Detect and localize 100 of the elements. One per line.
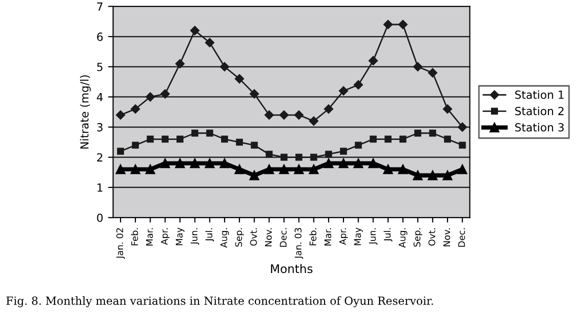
point xyxy=(338,86,348,96)
point xyxy=(264,164,274,174)
x-tick-label: Jun. xyxy=(369,228,378,245)
point xyxy=(234,74,244,84)
point xyxy=(354,142,362,149)
point xyxy=(368,56,378,66)
point xyxy=(429,130,436,137)
x-tick-label: Dec. xyxy=(458,228,465,247)
point xyxy=(175,158,185,168)
point xyxy=(250,142,258,149)
point xyxy=(220,62,230,72)
point xyxy=(428,68,438,78)
point xyxy=(458,164,468,174)
point xyxy=(236,138,243,146)
point xyxy=(116,164,126,174)
point xyxy=(309,116,318,126)
point xyxy=(279,164,289,174)
point xyxy=(145,164,156,174)
point xyxy=(354,80,363,90)
point xyxy=(249,170,260,180)
y-tick-label: 6 xyxy=(97,32,103,41)
x-tick-label: Apr. xyxy=(161,228,170,245)
x-tick-label: Aug. xyxy=(220,228,229,248)
x-tick-label: Jan. 02 xyxy=(116,228,125,259)
point xyxy=(428,170,438,180)
point xyxy=(442,104,452,114)
point xyxy=(308,164,319,174)
point xyxy=(412,170,423,180)
point xyxy=(130,164,140,174)
point xyxy=(324,158,334,168)
x-tick-label: Mar. xyxy=(324,228,332,246)
point xyxy=(190,158,200,168)
point xyxy=(295,154,302,161)
point xyxy=(325,150,332,158)
caption: Fig. 8. Monthly mean variations in Nitrate concentration of Oyun Reservoir. xyxy=(6,296,433,308)
point xyxy=(130,104,140,114)
point xyxy=(250,89,259,99)
x-tick-label: Sep. xyxy=(414,228,422,247)
point xyxy=(353,158,364,168)
x-axis-title: Months xyxy=(271,264,312,274)
point xyxy=(160,158,170,168)
point xyxy=(191,130,198,137)
legend-label: Station 1 xyxy=(515,90,564,99)
point xyxy=(294,110,304,120)
point xyxy=(414,130,422,137)
y-tick-label: 7 xyxy=(97,2,102,11)
point xyxy=(324,104,334,114)
x-tick-label: Sep. xyxy=(235,228,244,247)
point xyxy=(264,110,274,120)
x-tick-label: Jul. xyxy=(205,228,214,242)
point xyxy=(146,136,154,143)
point xyxy=(279,110,289,120)
point xyxy=(146,92,155,102)
x-tick-label: Nov. xyxy=(265,228,272,246)
legend-label: Station 2 xyxy=(515,106,564,116)
x-tick-label: Dec. xyxy=(280,228,287,247)
point xyxy=(442,170,452,180)
point xyxy=(384,136,392,143)
point xyxy=(399,136,406,143)
point xyxy=(266,150,273,158)
y-tick-label: 1 xyxy=(98,184,102,192)
point xyxy=(383,164,393,174)
x-tick-label: Jul. xyxy=(384,228,392,242)
point xyxy=(458,122,467,132)
x-tick-label: May xyxy=(176,228,184,246)
point xyxy=(117,148,124,155)
point xyxy=(280,154,288,161)
point xyxy=(116,110,126,120)
point xyxy=(413,62,422,72)
y-tick-label: 0 xyxy=(97,214,103,222)
point xyxy=(175,59,185,68)
y-tick-label: 4 xyxy=(96,93,103,102)
point xyxy=(338,158,348,168)
point xyxy=(132,142,139,149)
x-tick-label: Aug. xyxy=(398,228,408,248)
point xyxy=(205,38,214,48)
x-tick-label: Feb. xyxy=(131,228,138,246)
point xyxy=(310,154,318,161)
y-tick-label: 3 xyxy=(97,123,102,132)
x-tick-label: Mar. xyxy=(146,228,153,246)
point xyxy=(294,164,304,174)
point xyxy=(444,136,451,143)
y-tick-label: 5 xyxy=(97,62,102,72)
x-tick-label: Ovt. xyxy=(428,228,436,246)
point xyxy=(206,130,214,137)
y-axis-title: Nitrate (mg/l) xyxy=(80,75,91,149)
point xyxy=(234,164,244,174)
point xyxy=(370,136,377,143)
x-tick-label: Nov. xyxy=(443,228,450,246)
x-tick-label: Jan. 03 xyxy=(294,228,304,259)
point xyxy=(221,136,228,143)
point xyxy=(383,20,393,30)
point xyxy=(220,158,230,168)
point xyxy=(190,26,200,36)
point xyxy=(340,148,347,155)
x-tick-label: Feb. xyxy=(309,228,316,246)
point xyxy=(176,136,184,143)
x-tick-label: Jun. xyxy=(190,228,200,245)
point xyxy=(368,158,378,168)
point xyxy=(398,164,408,174)
